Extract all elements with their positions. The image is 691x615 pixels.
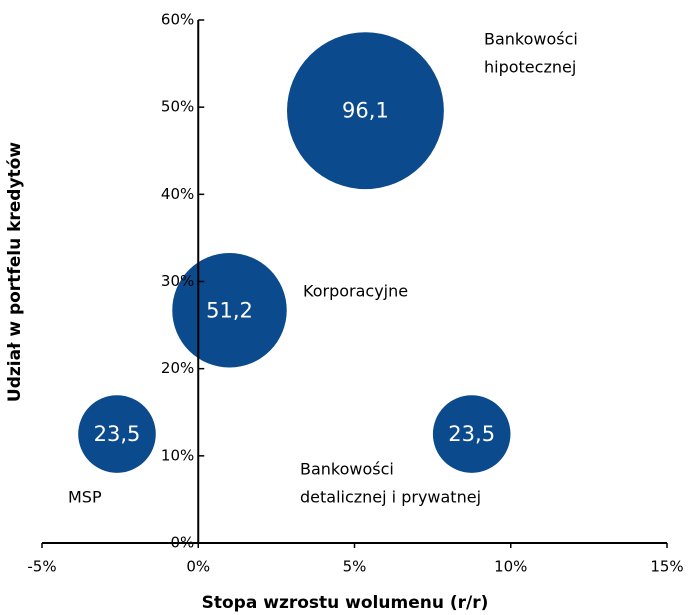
- bubble-label: Korporacyjne: [303, 282, 408, 301]
- y-tick-label: 0%: [170, 534, 194, 552]
- y-tick-label: 50%: [161, 98, 194, 116]
- x-axis-title: Stopa wzrostu wolumenu (r/r): [202, 593, 489, 613]
- x-tick-label: 5%: [343, 558, 367, 576]
- data-label: 51,2: [206, 298, 253, 322]
- x-tick-label: 10%: [494, 558, 527, 576]
- data-label: 96,1: [342, 99, 389, 123]
- bubble: [432, 395, 511, 473]
- y-tick-label: 40%: [161, 185, 194, 203]
- y-tick-label: 30%: [161, 272, 194, 290]
- y-tick-label: 20%: [161, 359, 194, 377]
- bubble: [287, 32, 444, 190]
- x-tick-label: 15%: [650, 558, 683, 576]
- y-axis-title: Udział w portfelu kredytów: [5, 142, 25, 402]
- bubble-label: Bankowości: [484, 30, 578, 49]
- x-tick-label: 0%: [186, 558, 210, 576]
- bubble-label: Bankowości: [300, 460, 394, 479]
- y-tick-label: 10%: [161, 446, 194, 464]
- bubble: [78, 395, 156, 473]
- data-label: 23,5: [94, 422, 141, 446]
- bubble-label: MSP: [68, 488, 102, 507]
- bubble-label: detalicznej i prywatnej: [300, 488, 481, 507]
- x-tick-label: -5%: [27, 558, 56, 576]
- bubble-label: hipotecznej: [484, 58, 576, 77]
- data-label: 23,5: [448, 422, 495, 446]
- y-tick-label: 60%: [161, 11, 194, 29]
